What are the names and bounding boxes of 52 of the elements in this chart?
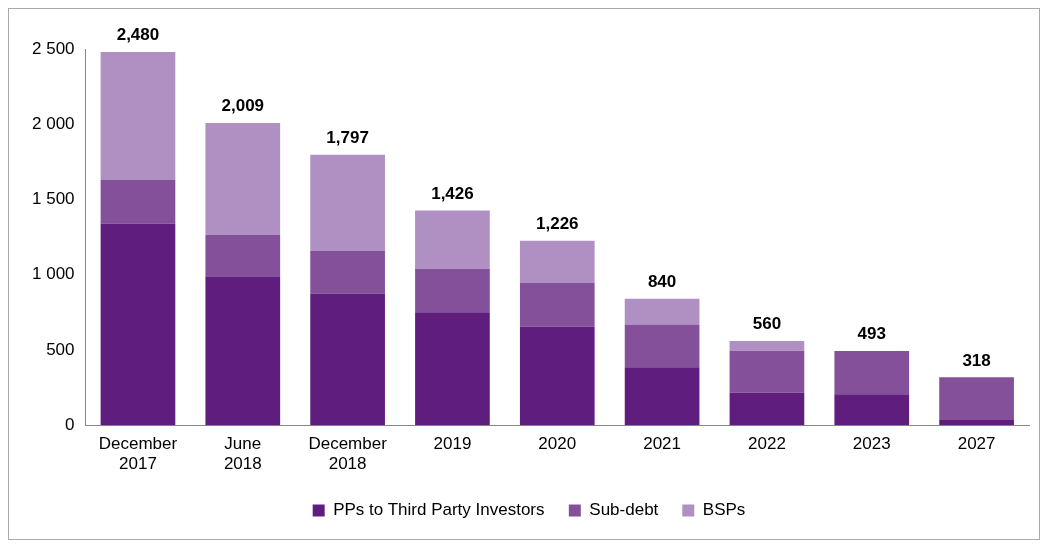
- total-label: 2,480: [116, 25, 160, 45]
- bar: [624, 298, 700, 325]
- legend-label: PPs to Third Party Investors: [333, 500, 545, 520]
- bar: [310, 250, 385, 294]
- y-tick-label: 2 000: [31, 113, 75, 133]
- total-label: 1,426: [431, 183, 474, 203]
- x-tick-label: 2021: [643, 434, 682, 454]
- total-label: 318: [962, 350, 991, 370]
- total-label: 840: [647, 271, 677, 291]
- x-tick-label: 2019: [433, 434, 472, 454]
- x-tick-label: 2023: [852, 434, 891, 454]
- y-tick-label: 2 500: [31, 38, 75, 58]
- bar: [519, 283, 595, 327]
- legend-label: BSPs: [702, 500, 746, 520]
- bar: [205, 276, 281, 426]
- bar: [834, 394, 910, 426]
- bar: [939, 377, 1014, 420]
- bar: [205, 122, 281, 235]
- y-tick-label: 0: [65, 414, 75, 434]
- y-tick-label: 1 000: [31, 264, 75, 284]
- total-label: 560: [752, 314, 782, 334]
- x-tick-label: June 2018: [223, 434, 262, 474]
- x-tick-label: 2020: [538, 434, 577, 454]
- bar: [519, 240, 595, 283]
- bar: [310, 293, 385, 426]
- x-tick-label: 2027: [957, 434, 996, 454]
- bar: [624, 324, 700, 368]
- bar: [100, 223, 176, 426]
- bar: [100, 52, 176, 180]
- bar: [415, 210, 490, 269]
- x-tick-label: December 2017: [98, 434, 178, 474]
- bar: [415, 312, 490, 426]
- bar: [729, 350, 805, 393]
- y-tick-label: 1 500: [31, 189, 75, 209]
- total-label: 493: [857, 324, 886, 344]
- total-label: 1,797: [326, 127, 369, 147]
- bar: [939, 419, 1014, 426]
- y-tick-label: 500: [46, 339, 75, 359]
- total-label: 1,226: [536, 213, 579, 233]
- bar: [415, 268, 490, 313]
- bar: [834, 351, 910, 395]
- bar: [624, 367, 700, 426]
- bar: [729, 392, 805, 426]
- bar: [519, 326, 595, 426]
- x-tick-label: December 2018: [308, 434, 388, 474]
- legend-label: Sub-debt: [589, 500, 659, 520]
- bar: [729, 340, 805, 351]
- bar: [310, 154, 385, 251]
- bar: [100, 179, 176, 224]
- total-label: 2,009: [221, 96, 265, 116]
- x-tick-label: 2022: [748, 434, 786, 454]
- bar: [205, 234, 281, 277]
